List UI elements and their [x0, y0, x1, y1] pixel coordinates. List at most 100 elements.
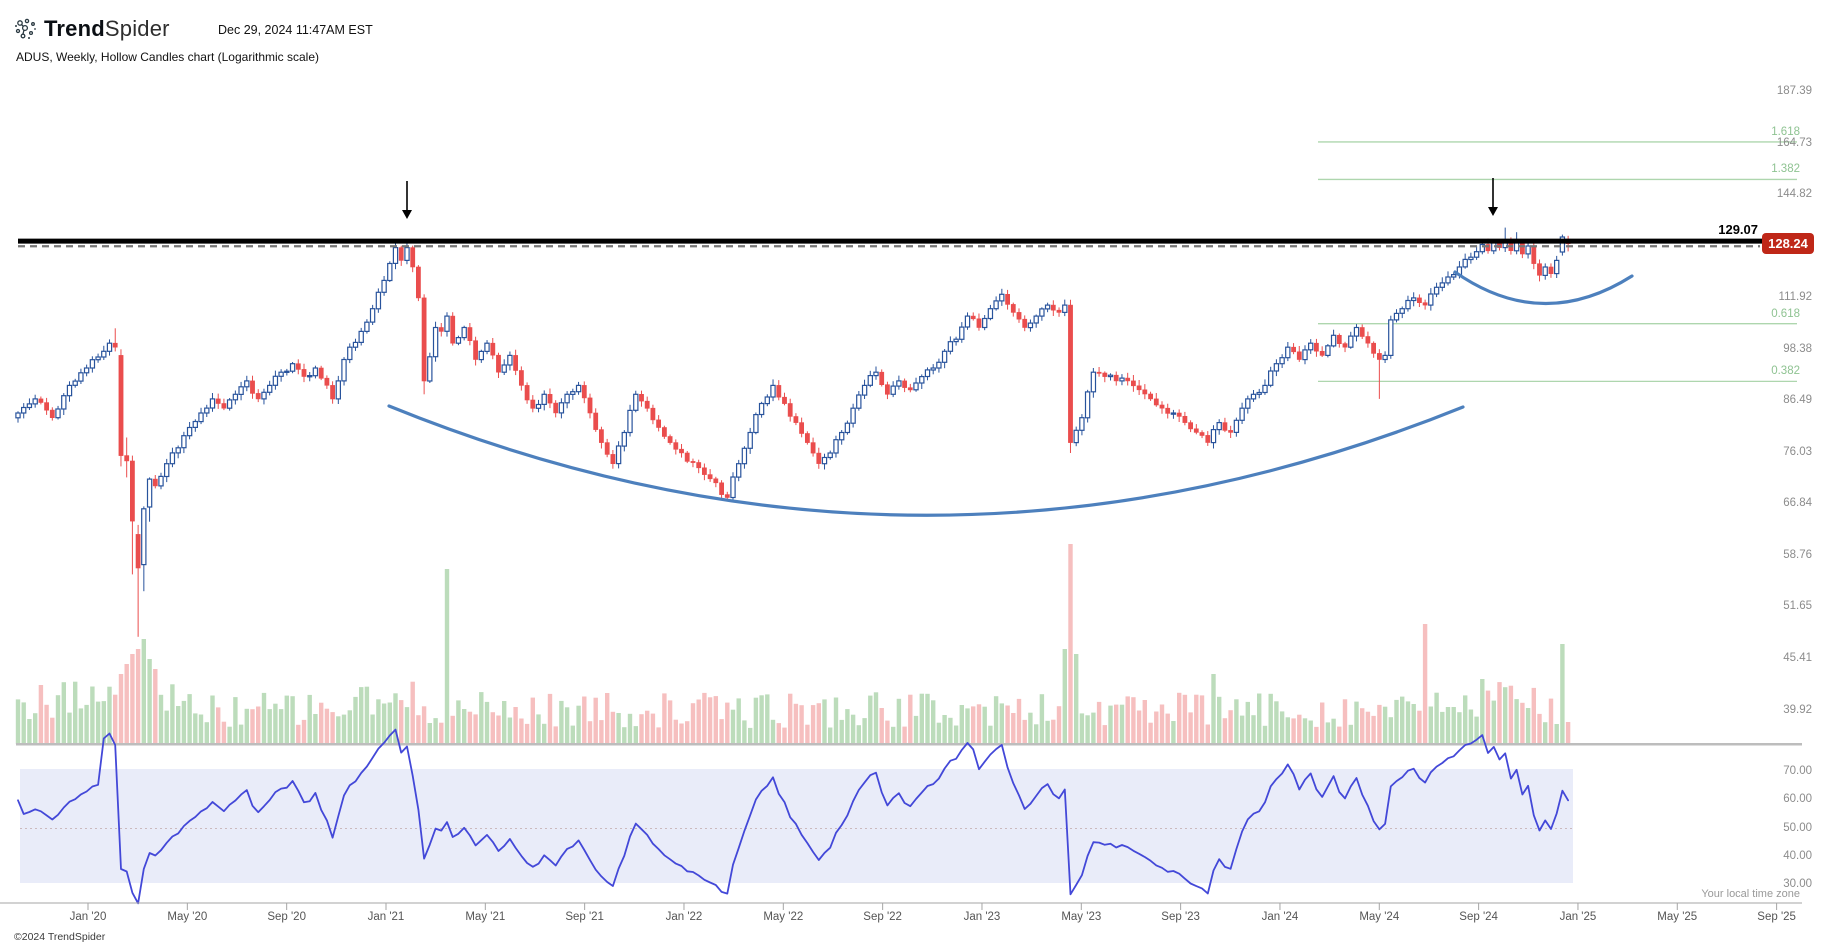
candle-body — [38, 398, 44, 403]
volume-bar — [364, 686, 370, 744]
candle-body — [49, 409, 55, 419]
volume-bar — [50, 717, 55, 744]
date-axis-label: May '22 — [763, 911, 804, 923]
volume-bar — [1371, 715, 1376, 744]
volume-bar — [27, 719, 32, 744]
candle-body — [884, 384, 890, 395]
candle-body — [850, 407, 856, 424]
candle-body — [844, 422, 851, 434]
volume-bar — [1199, 695, 1205, 744]
candle-body — [1336, 334, 1342, 344]
candle-body — [513, 355, 518, 371]
candle-body — [1233, 419, 1240, 433]
volume-bar — [433, 718, 438, 744]
volume-bar — [164, 710, 169, 744]
candle-body — [89, 359, 96, 369]
candle-body — [272, 375, 279, 386]
candle-body — [1068, 304, 1073, 443]
date-axis-label: Jan '20 — [69, 911, 107, 923]
candle-body — [1520, 241, 1525, 255]
volume-bar — [564, 707, 570, 744]
volume-bar — [1434, 692, 1439, 744]
candle-body — [1405, 299, 1411, 310]
candle-body — [518, 370, 524, 386]
volume-bar — [953, 725, 959, 744]
candle-body — [667, 436, 673, 443]
candle-body — [575, 384, 582, 393]
volume-bar — [250, 709, 255, 744]
volume-bar — [1217, 696, 1222, 744]
candle-body — [238, 386, 244, 395]
volume-bar — [376, 699, 381, 744]
candle-body — [478, 350, 485, 361]
volume-bar — [416, 715, 421, 744]
volume-bar — [810, 705, 816, 744]
candle-body — [204, 407, 210, 414]
candle-body — [324, 377, 330, 386]
candle-body — [758, 402, 765, 416]
candle-body — [1119, 377, 1125, 382]
candle-body — [1371, 342, 1376, 354]
candle-body — [55, 408, 61, 419]
volume-bar — [484, 701, 490, 744]
candle-body — [146, 478, 153, 508]
volume-bar — [439, 722, 444, 744]
volume-bar — [662, 693, 667, 744]
volume-bar — [15, 699, 21, 744]
volume-bar — [1131, 697, 1136, 744]
cup-curve-annotation — [387, 404, 1465, 517]
candle-body — [1079, 417, 1085, 431]
candle-body — [873, 371, 879, 377]
candle-body — [896, 380, 902, 387]
volume-bar — [1320, 702, 1325, 744]
candle-body — [455, 337, 462, 344]
volume-bar — [84, 704, 89, 744]
candle-body — [404, 247, 410, 262]
volume-bar — [341, 714, 347, 744]
candle-body — [1542, 266, 1548, 276]
volume-bar — [610, 711, 616, 744]
volume-bar — [765, 694, 770, 744]
candle-body — [558, 402, 565, 414]
volume-bar — [850, 714, 856, 744]
volume-bar — [1182, 694, 1188, 744]
volume-bar — [1245, 701, 1250, 744]
candle-body — [930, 367, 936, 371]
resistance-price-label: 129.07 — [1718, 222, 1758, 237]
chart-timestamp: Dec 29, 2024 11:47AM EST — [218, 23, 373, 37]
volume-bar — [1314, 726, 1319, 744]
candle-body — [381, 279, 387, 293]
candle-body — [924, 369, 931, 378]
volume-bar — [210, 695, 215, 744]
volume-bar — [1565, 722, 1571, 744]
volume-bar — [1463, 695, 1468, 744]
volume-bar — [507, 717, 513, 744]
volume-bar — [73, 681, 78, 744]
candle-body — [221, 403, 227, 409]
candle-body — [1531, 245, 1537, 264]
candle-body — [1422, 302, 1428, 306]
candle-body — [615, 445, 622, 465]
volume-bar — [1331, 718, 1336, 744]
candle-body — [467, 327, 473, 341]
candle-body — [804, 433, 810, 443]
volume-bar — [645, 710, 650, 744]
volume-bar — [748, 727, 753, 744]
fib-level-label: 1.382 — [1771, 163, 1800, 176]
volume-bar — [576, 705, 581, 744]
candle-body — [496, 354, 501, 373]
candle-body — [392, 247, 399, 265]
candle-body — [690, 461, 696, 463]
volume-bar — [845, 709, 850, 744]
price-axis-label: 58.76 — [1783, 548, 1812, 561]
volume-bar — [942, 715, 947, 744]
volume-bar — [1325, 722, 1331, 744]
volume-bar — [599, 720, 604, 744]
candle-body — [369, 308, 376, 323]
candle-body — [633, 393, 639, 411]
candle-body — [1210, 429, 1217, 444]
volume-bar — [999, 703, 1004, 744]
candle-body — [1273, 363, 1280, 372]
